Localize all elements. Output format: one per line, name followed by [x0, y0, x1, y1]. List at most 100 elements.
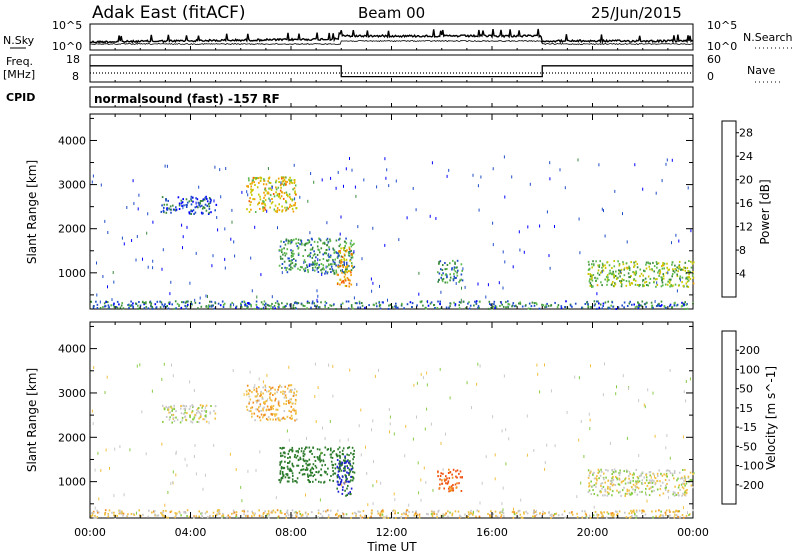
- scatter-cell: [589, 418, 591, 422]
- scatter-cell: [595, 307, 598, 310]
- scatter-cell: [676, 479, 678, 482]
- scatter-cell: [258, 514, 261, 517]
- scatter-cell: [303, 453, 306, 456]
- scatter-cell: [328, 264, 330, 267]
- scatter-cell: [262, 386, 264, 389]
- scatter-cell: [387, 517, 390, 519]
- scatter-cell: [459, 470, 462, 473]
- scatter-cell: [326, 244, 329, 247]
- scatter-cell: [281, 447, 283, 450]
- scatter-cell: [286, 429, 288, 433]
- scatter-cell: [601, 512, 603, 515]
- scatter-cell: [628, 516, 631, 519]
- scatter-cell: [660, 285, 663, 288]
- scatter-cell: [240, 304, 242, 307]
- scatter-cell: [165, 199, 167, 202]
- scatter-cell: [279, 452, 282, 455]
- scatter-cell: [659, 494, 661, 497]
- scatter-cell: [211, 304, 214, 307]
- scatter-cell: [255, 178, 257, 181]
- scatter-cell: [266, 209, 268, 213]
- scatter-cell: [680, 268, 683, 271]
- scatter-cell: [247, 185, 249, 188]
- scatter-cell: [281, 191, 283, 194]
- scatter-cell: [374, 374, 376, 378]
- scatter-cell: [330, 449, 332, 452]
- scatter-cell: [272, 509, 275, 512]
- scatter-cell: [143, 301, 146, 304]
- scatter-cell: [263, 406, 265, 409]
- scatter-cell: [622, 212, 623, 216]
- scatter-cell: [645, 280, 648, 283]
- scatter-cell: [480, 175, 482, 179]
- scatter-cell: [221, 516, 223, 519]
- scatter-cell: [109, 466, 110, 470]
- scatter-cell: [149, 301, 151, 304]
- scatter-cell: [578, 376, 580, 380]
- scatter-cell: [436, 513, 438, 516]
- scatter-cell: [641, 512, 643, 515]
- scatter-cell: [342, 453, 344, 456]
- scatter-cell: [679, 488, 681, 491]
- scatter-cell: [281, 257, 284, 260]
- scatter-cell: [282, 474, 285, 477]
- scatter-cell: [477, 305, 480, 308]
- scatter-cell: [320, 247, 323, 250]
- scatter-cell: [590, 364, 591, 368]
- scatter-cell: [176, 302, 179, 305]
- x-tick-label: 04:00: [175, 526, 207, 539]
- scatter-cell: [420, 498, 422, 502]
- scatter-cell: [208, 205, 211, 208]
- scatter-cell: [644, 482, 646, 484]
- scatter-cell: [285, 200, 287, 202]
- scatter-cell: [438, 278, 440, 281]
- scatter-cell: [265, 408, 268, 411]
- scatter-cell: [274, 392, 276, 395]
- scatter-cell: [202, 212, 204, 215]
- scatter-cell: [201, 512, 203, 515]
- scatter-cell: [571, 511, 573, 514]
- scatter-cell: [208, 304, 210, 307]
- scatter-cell: [285, 183, 287, 186]
- scatter-cell: [135, 258, 137, 262]
- scatter-cell: [332, 470, 334, 472]
- scatter-cell: [321, 273, 323, 276]
- scatter-cell: [632, 476, 634, 479]
- cpid-text: normalsound (fast) -157 RF: [94, 92, 280, 106]
- scatter-cell: [564, 186, 566, 190]
- scatter-cell: [288, 390, 291, 393]
- scatter-cell: [590, 493, 592, 496]
- scatter-cell: [205, 420, 208, 423]
- scatter-cell: [665, 509, 668, 512]
- scatter-cell: [191, 210, 193, 213]
- scatter-cell: [310, 468, 312, 471]
- scatter-cell: [271, 510, 273, 513]
- scatter-cell: [685, 380, 687, 383]
- scatter-cell: [645, 479, 648, 482]
- scatter-cell: [588, 474, 591, 477]
- scatter-cell: [307, 475, 309, 478]
- scatter-cell: [508, 437, 510, 441]
- scatter-cell: [604, 362, 605, 366]
- scatter-cell: [169, 411, 171, 414]
- scatter-cell: [393, 432, 395, 436]
- scatter-cell: [665, 472, 668, 475]
- scatter-cell: [292, 210, 295, 213]
- scatter-cell: [439, 260, 442, 263]
- scatter-cell: [359, 514, 362, 517]
- scatter-cell: [606, 274, 609, 277]
- scatter-cell: [537, 372, 539, 376]
- scatter-cell: [323, 453, 326, 456]
- scatter-cell: [293, 181, 296, 184]
- scatter-cell: [638, 399, 640, 403]
- scatter-cell: [304, 269, 307, 272]
- scatter-cell: [533, 510, 535, 512]
- scatter-cell: [253, 181, 255, 184]
- scatter-cell: [96, 516, 99, 519]
- scatter-cell: [210, 405, 212, 407]
- scatter-cell: [505, 462, 507, 466]
- scatter-cell: [658, 302, 660, 305]
- scatter-cell: [684, 484, 686, 487]
- scatter-cell: [279, 472, 282, 475]
- noise-left-tick-bottom: 10^0: [52, 40, 82, 53]
